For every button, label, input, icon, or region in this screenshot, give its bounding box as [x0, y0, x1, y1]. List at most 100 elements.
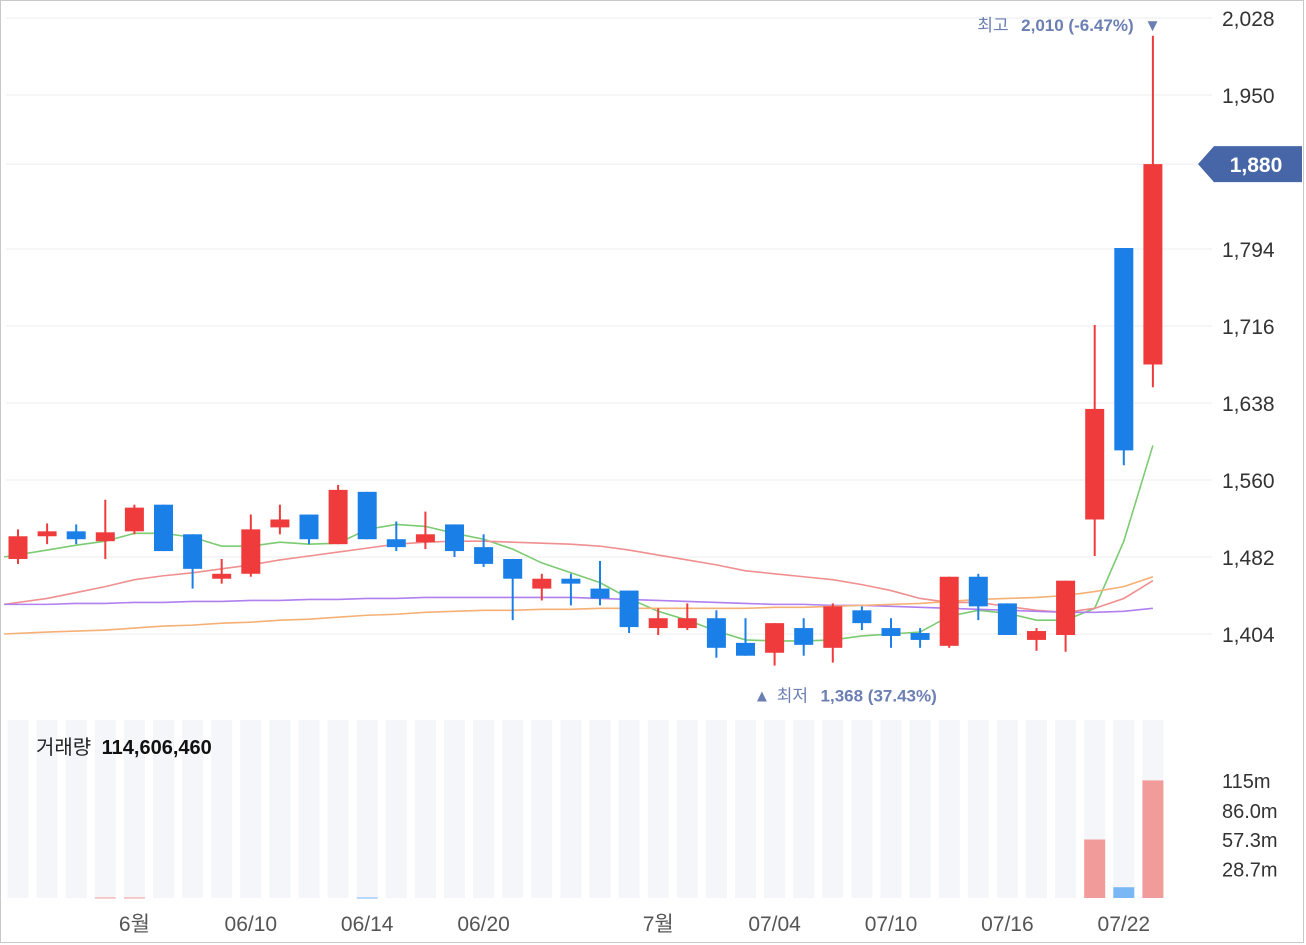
candle-body — [299, 514, 319, 540]
volume-column-bg — [967, 720, 989, 898]
low-marker-text: ▲ 최저 1,368 (37.43%) — [754, 687, 937, 706]
candle-body — [124, 507, 144, 532]
volume-tick-label: 57.3m — [1222, 830, 1278, 852]
current-price-tag: 1,880 — [1198, 146, 1302, 183]
low-arrow-icon: ▲ — [754, 687, 771, 706]
candle-body — [241, 529, 261, 574]
candle-body — [95, 532, 115, 542]
candles — [8, 35, 1163, 666]
volume-column-bg — [822, 720, 844, 898]
candle-body — [677, 618, 697, 629]
candle-body — [1114, 248, 1134, 451]
candle-body — [910, 633, 930, 640]
volume-column-bg — [735, 720, 756, 898]
volume-column-bg — [444, 720, 465, 898]
volume-column-bg — [589, 720, 611, 898]
volume-bar — [94, 897, 116, 899]
high-marker: 최고 2,010 (-6.47%) ▼ — [977, 16, 1160, 35]
date-tick-label: 07/22 — [1098, 913, 1151, 936]
volume-column-bg — [1026, 720, 1047, 898]
candle-body — [881, 628, 901, 636]
volume-bar — [1113, 887, 1135, 898]
volume-bar — [123, 897, 145, 899]
volume-column-bg — [211, 720, 233, 898]
volume-column-bg — [705, 720, 727, 898]
candle-body — [328, 489, 348, 545]
volume-tick-label: 115m — [1222, 771, 1271, 793]
volume-header: 거래량 114,606,460 — [36, 736, 212, 759]
candle-body — [270, 519, 290, 528]
price-tick-label: 1,794 — [1222, 239, 1275, 262]
volume-column-bg — [502, 720, 524, 898]
volume-column-bg — [298, 720, 320, 898]
volume-column-bg — [473, 720, 495, 898]
date-tick-label: 07/04 — [748, 913, 801, 936]
candle-body — [154, 504, 173, 552]
volume-column-bg — [764, 720, 786, 898]
date-tick-label: 7월 — [643, 913, 674, 936]
moving-average-line — [3, 445, 1154, 642]
candle-body — [1027, 631, 1046, 640]
volume-column-bg — [327, 720, 349, 898]
candle-body — [183, 534, 203, 569]
moving-average-line — [3, 575, 1154, 635]
volume-axis: 115m 86.0m 57.3m 28.7m — [1222, 771, 1278, 882]
current-price-shape — [1198, 146, 1302, 183]
volume-column-bg — [123, 720, 145, 898]
volume-column-bg — [269, 720, 291, 898]
volume-column-bg — [851, 720, 873, 898]
volume-column-bg — [385, 720, 407, 898]
candle-body — [939, 576, 959, 646]
date-tick-label: 6월 — [119, 913, 150, 936]
candle-body — [561, 578, 581, 584]
candle-body — [532, 578, 552, 589]
candle-body — [503, 558, 523, 579]
volume-column-bg — [996, 720, 1018, 898]
price-tick-label: 1,482 — [1222, 547, 1275, 570]
volume-column-bg — [1055, 720, 1077, 898]
price-tick-label: 2,028 — [1222, 8, 1275, 31]
candle-body — [736, 642, 755, 656]
price-tick-label: 1,950 — [1222, 85, 1275, 108]
volume-column-bg — [793, 720, 815, 898]
volume-column-bg — [65, 720, 87, 898]
volume-column-bg — [7, 720, 29, 898]
date-tick-label: 07/16 — [981, 913, 1034, 936]
candle-body — [1056, 580, 1076, 635]
volume-column-bg — [647, 720, 669, 898]
volume-column-bg — [153, 720, 174, 898]
candle-body — [1143, 164, 1163, 365]
candle-body — [386, 539, 406, 548]
high-value: 2,010 (-6.47%) — [1021, 16, 1133, 35]
volume-value: 114,606,460 — [102, 737, 212, 759]
candle-body — [1085, 408, 1105, 520]
candle-body — [212, 573, 232, 579]
candle-body — [765, 623, 785, 653]
date-tick-label: 06/20 — [457, 913, 510, 936]
high-marker-text: 최고 2,010 (-6.47%) ▼ — [977, 16, 1160, 35]
volume-column-bg — [414, 720, 436, 898]
current-price-label: 1,880 — [1230, 154, 1283, 177]
price-axis: 2,028 1,950 1,794 1,716 1,638 1,560 1,482 1,404 — [1222, 8, 1275, 647]
candle-body — [823, 606, 843, 648]
volume-bar — [1142, 780, 1164, 898]
volume-column-bg — [36, 720, 58, 898]
volume-column-bg — [909, 720, 931, 898]
candle-body — [619, 590, 639, 628]
volume-column-bg — [182, 720, 204, 898]
volume-column-bg — [94, 720, 116, 898]
candle-body — [445, 524, 464, 552]
low-marker: ▲ 최저 1,368 (37.43%) — [754, 687, 937, 706]
volume-title: 거래량 — [36, 736, 91, 759]
volume-column-bg — [1113, 720, 1135, 898]
candle-body — [474, 547, 494, 564]
date-tick-label: 07/10 — [865, 913, 918, 936]
candle-body — [357, 491, 377, 540]
candle-body — [794, 628, 814, 645]
candle-body — [648, 618, 668, 629]
volume-bars — [94, 780, 1164, 899]
candle-body — [66, 531, 86, 540]
candle-body — [37, 531, 57, 537]
low-value: 1,368 (37.43%) — [821, 687, 937, 706]
